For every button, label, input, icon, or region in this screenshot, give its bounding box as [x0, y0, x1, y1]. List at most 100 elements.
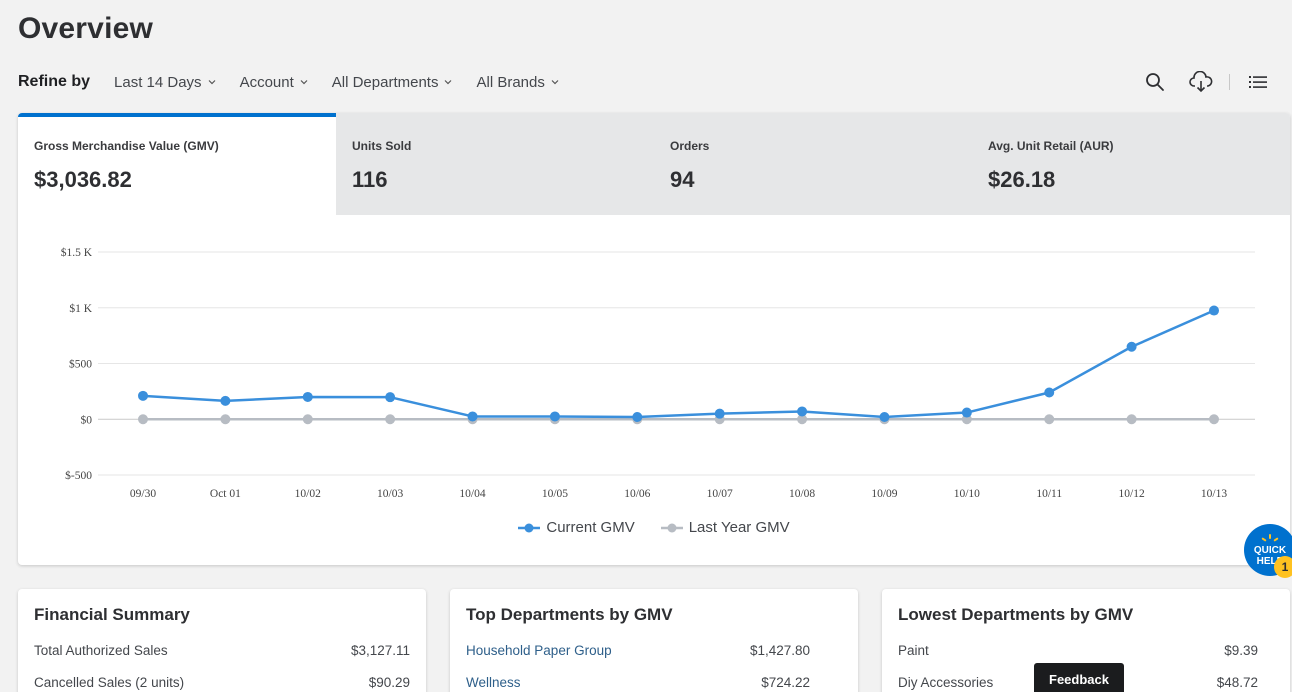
legend-last-year-gmv[interactable]: Last Year GMV — [660, 519, 790, 536]
toolbar-divider — [1229, 74, 1230, 90]
data-point — [1126, 341, 1137, 352]
filter-date-range-label: Last 14 Days — [114, 73, 202, 91]
data-point — [220, 395, 231, 406]
kpi-value: $26.18 — [988, 167, 1056, 192]
quick-help-label-2: HELP — [1256, 555, 1284, 567]
x-tick-label: 10/11 — [1036, 488, 1062, 500]
card-title: Top Departments by GMV — [466, 605, 673, 624]
gmv-line-chart: $1.5 K $1 K $500 $0 $-500 09/30 Oct 01 10/02 10/… — [61, 246, 1255, 500]
data-point — [1209, 305, 1219, 316]
x-tick-label: 10/10 — [954, 488, 980, 500]
list-item: Diy Accessories $48.72 — [898, 675, 1274, 692]
legend-current-gmv[interactable]: Current GMV — [518, 519, 635, 536]
chart-legend: Current GMV Last Year GMV — [18, 519, 1290, 536]
data-point — [1044, 414, 1055, 425]
x-tick-label: 10/09 — [871, 488, 897, 500]
kpi-value: 94 — [670, 167, 695, 192]
kpi-label: Orders — [670, 139, 710, 153]
department-link[interactable]: Household Paper Group — [466, 643, 612, 658]
feedback-button[interactable]: Feedback — [1034, 663, 1124, 692]
list-item: Cancelled Sales (2 units) $90.29 — [34, 675, 410, 692]
legend-swatch-last-year — [660, 523, 683, 532]
list-item: Household Paper Group $1,427.80 — [466, 643, 842, 675]
data-point — [797, 406, 808, 417]
tab-units-sold[interactable]: Units Sold 116 — [336, 113, 654, 215]
y-tick-label: $1.5 K — [61, 246, 93, 259]
chevron-down-icon — [551, 80, 559, 85]
search-button[interactable] — [1141, 68, 1169, 96]
x-tick-label: 10/08 — [789, 488, 815, 500]
data-point — [138, 390, 148, 401]
card-title: Lowest Departments by GMV — [898, 605, 1134, 624]
data-point — [1044, 387, 1055, 398]
filter-brands[interactable]: All Brands — [476, 74, 559, 91]
quick-help-button[interactable]: QUICK HELP — [1244, 524, 1292, 576]
kpi-label: Gross Merchandise Value (GMV) — [34, 139, 219, 153]
department-link[interactable]: Wellness — [466, 675, 521, 690]
data-point — [797, 414, 808, 425]
row-value: $90.29 — [368, 675, 410, 690]
cloud-download-icon — [1189, 71, 1213, 93]
quick-help-badge: 1 — [1274, 556, 1292, 578]
tab-aur[interactable]: Avg. Unit Retail (AUR) $26.18 — [972, 113, 1290, 215]
x-tick-label: 10/05 — [542, 488, 568, 500]
row-label: Cancelled Sales (2 units) — [34, 675, 185, 690]
data-point — [385, 414, 396, 425]
y-tick-label: $500 — [69, 358, 92, 371]
data-point — [302, 391, 313, 402]
data-point — [302, 414, 313, 425]
data-point — [467, 411, 478, 422]
search-icon — [1146, 73, 1164, 91]
data-point — [632, 412, 643, 423]
kpi-tabs: Gross Merchandise Value (GMV) $3,036.82 … — [18, 113, 1290, 215]
legend-label: Last Year GMV — [688, 519, 790, 536]
y-tick-label: $1 K — [69, 302, 92, 315]
chevron-down-icon — [445, 80, 452, 85]
series-line — [142, 309, 1215, 419]
x-tick-label: 09/30 — [130, 488, 156, 500]
data-point — [220, 414, 231, 425]
x-tick-label: 10/06 — [624, 488, 650, 500]
refine-bar: Refine by Last 14 Days Account All Depar… — [18, 70, 583, 94]
list-item: Paint $9.39 — [898, 643, 1274, 675]
x-tick-label: 10/13 — [1201, 488, 1227, 500]
toolbar — [1141, 68, 1272, 96]
legend-label: Current GMV — [546, 519, 635, 536]
filter-date-range[interactable]: Last 14 Days — [114, 74, 216, 91]
data-point — [549, 411, 560, 422]
legend-swatch-current — [518, 523, 541, 532]
x-tick-label: 10/12 — [1119, 488, 1145, 500]
row-label: Total Authorized Sales — [34, 643, 168, 658]
menu-button[interactable] — [1244, 68, 1272, 96]
list-icon — [1249, 76, 1267, 88]
chevron-down-icon — [300, 80, 308, 85]
x-tick-label: 10/07 — [707, 488, 733, 500]
data-point — [1209, 414, 1219, 425]
row-value: $3,127.11 — [350, 643, 410, 658]
kpi-label: Units Sold — [352, 139, 412, 153]
x-tick-label: 10/02 — [295, 488, 321, 500]
row-value: $724.22 — [761, 675, 810, 690]
data-point — [879, 412, 890, 423]
row-value: $1,427.80 — [749, 643, 810, 658]
data-point — [1126, 414, 1137, 425]
filter-account-label: Account — [239, 73, 294, 91]
quick-help-label-1: QUICK — [1253, 544, 1287, 556]
spark-icon — [1261, 533, 1279, 541]
list-item: Wellness $724.22 — [466, 675, 842, 692]
x-tick-label: Oct 01 — [210, 488, 241, 500]
filter-departments[interactable]: All Departments — [332, 74, 453, 91]
list-item: Total Authorized Sales $3,127.11 — [34, 643, 410, 675]
data-point — [385, 392, 396, 403]
row-label: Diy Accessories — [898, 675, 994, 690]
filter-account[interactable]: Account — [240, 74, 308, 91]
data-point — [714, 408, 725, 419]
tab-gmv[interactable]: Gross Merchandise Value (GMV) $3,036.82 — [18, 113, 336, 215]
download-button[interactable] — [1187, 68, 1215, 96]
y-tick-label: $-500 — [65, 469, 92, 482]
kpi-value: $3,036.82 — [34, 167, 132, 192]
kpi-label: Avg. Unit Retail (AUR) — [988, 139, 1114, 153]
x-tick-label: 10/04 — [459, 488, 485, 500]
tab-orders[interactable]: Orders 94 — [654, 113, 972, 215]
gmv-overview-card: Gross Merchandise Value (GMV) $3,036.82 … — [18, 113, 1290, 565]
